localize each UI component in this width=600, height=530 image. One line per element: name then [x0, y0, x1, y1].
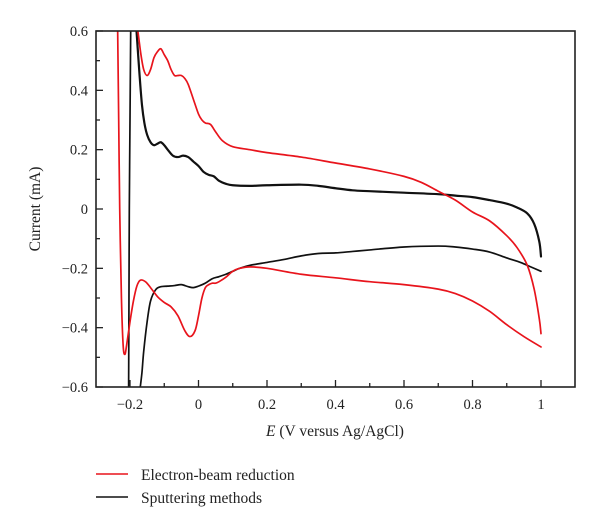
y-axis: 0.6 0.4 0.2 0 −0.2 −0.4 −0.6 — [62, 24, 103, 396]
legend-label-electron-beam: Electron-beam reduction — [141, 467, 295, 484]
series-line-electron-beam-reduction-1 — [116, 31, 542, 356]
x-tick-label: 0.6 — [395, 397, 413, 413]
plot-frame — [95, 30, 576, 388]
series-line-sputtering-methods-0 — [135, 31, 543, 258]
x-tick-label: −0.2 — [117, 397, 143, 413]
x-tick-label: 0.4 — [326, 397, 345, 413]
y-tick-label: −0.2 — [62, 261, 88, 277]
y-tick-label: −0.4 — [62, 321, 89, 337]
legend-label-sputtering: Sputtering methods — [141, 490, 262, 507]
y-axis-label: Current (mA) — [27, 167, 44, 252]
y-tick-label: 0 — [81, 202, 88, 218]
legend: Electron-beam reduction Sputtering metho… — [96, 467, 295, 507]
x-axis-label: E (V versus Ag/AgCl) — [265, 423, 404, 440]
y-tick-label: −0.6 — [62, 380, 88, 396]
x-tick-label: 0.2 — [258, 397, 276, 413]
x-tick-label: 1 — [537, 397, 544, 413]
series-line-electron-beam-reduction-0 — [137, 31, 542, 335]
y-tick-label: 0.6 — [70, 24, 88, 40]
series-line-sputtering-methods-1 — [139, 245, 542, 387]
series-layer — [116, 31, 543, 387]
y-tick-label: 0.2 — [70, 143, 88, 159]
y-tick-label: 0.4 — [70, 83, 89, 99]
x-tick-label: 0.8 — [463, 397, 481, 413]
x-axis: −0.2 0 0.2 0.4 0.6 0.8 1 — [117, 380, 545, 413]
x-tick-label: 0 — [195, 397, 202, 413]
